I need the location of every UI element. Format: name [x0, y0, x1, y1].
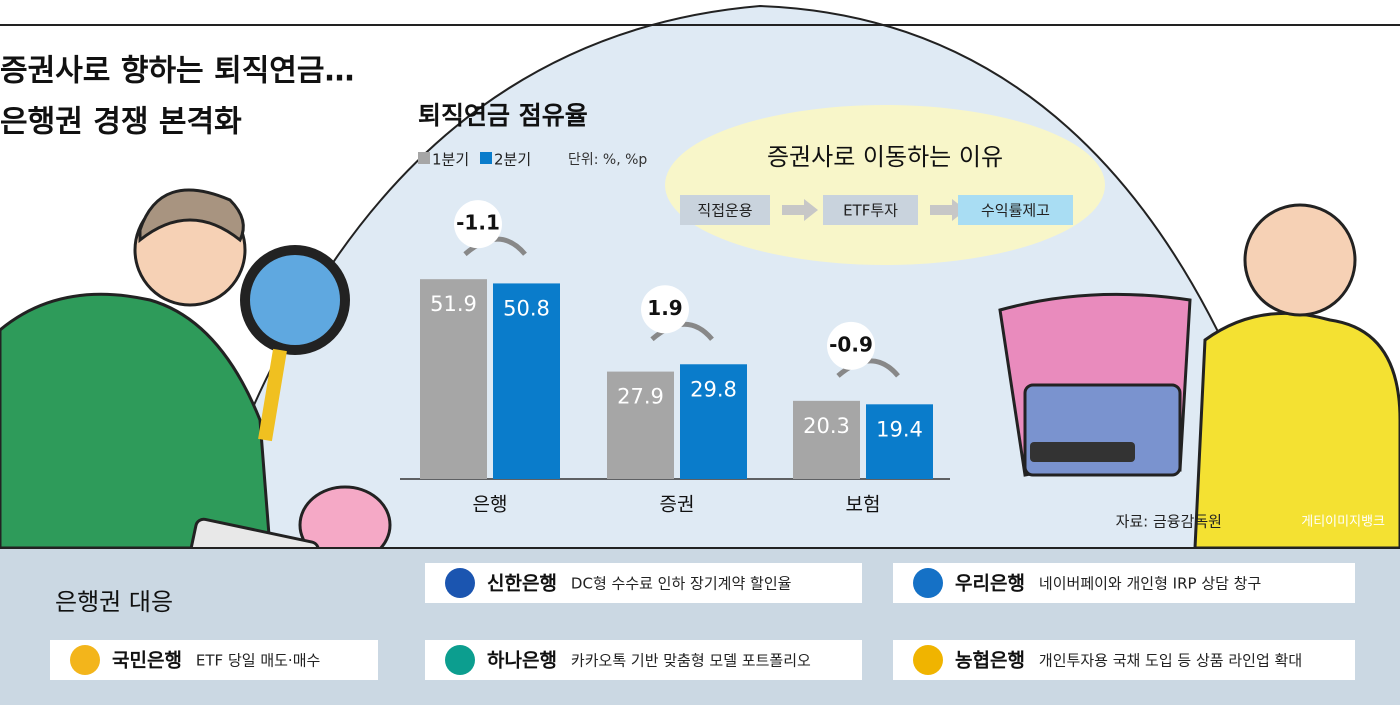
bank-name: 국민은행 — [112, 650, 182, 672]
bar — [493, 283, 560, 479]
book-label — [1030, 442, 1135, 462]
change-label: -0.9 — [829, 332, 873, 356]
change-badge — [641, 285, 689, 334]
chart-title: 퇴직연금 점유율 — [418, 101, 588, 130]
bar — [607, 371, 674, 479]
x-tick-label: 은행 — [473, 494, 508, 516]
bar — [420, 279, 487, 479]
legend-swatch — [480, 152, 492, 164]
magnifier — [240, 245, 350, 355]
title-line: 은행권 경쟁 본격화 — [0, 105, 242, 140]
bank-logo — [913, 645, 943, 675]
bank-logo — [913, 568, 943, 598]
change-arrow — [463, 236, 527, 257]
change-label: 1.9 — [647, 296, 682, 320]
bank-box — [50, 640, 378, 680]
reason-box — [680, 195, 770, 225]
credit: 게티이미지뱅크 — [1301, 515, 1385, 530]
reason-step: 수익률제고 — [981, 202, 1050, 220]
bank-name: 우리은행 — [955, 573, 1025, 595]
reason-box — [823, 195, 918, 225]
reason-box — [958, 195, 1073, 225]
reasons-title: 증권사로 이동하는 이유 — [767, 143, 1003, 171]
reason-step: 직접운용 — [697, 202, 752, 220]
bar — [793, 400, 860, 479]
response-title: 은행권 대응 — [55, 588, 173, 616]
bank-logo — [445, 568, 475, 598]
bank-box — [893, 563, 1355, 603]
magnifier-handle — [258, 348, 287, 442]
person-right — [1193, 311, 1400, 550]
bank-box — [425, 563, 862, 603]
change-label: -1.1 — [456, 211, 500, 235]
legend-label: 2분기 — [494, 151, 531, 169]
change-arrow — [836, 358, 900, 378]
bank-text: DC형 수수료 인하 장기계약 할인율 — [571, 575, 792, 593]
value-label: 51.9 — [430, 292, 477, 316]
source: 자료: 금융감독원 — [1116, 513, 1222, 531]
legend-label: 1분기 — [432, 151, 469, 169]
title-line: 증권사로 향하는 퇴직연금… — [0, 54, 355, 89]
x-tick-label: 증권 — [660, 494, 695, 516]
value-label: 20.3 — [803, 414, 850, 438]
bank-name: 신한은행 — [487, 573, 557, 595]
value-label: 29.8 — [690, 377, 737, 401]
value-label: 27.9 — [617, 385, 664, 409]
glow — [665, 105, 1105, 265]
person-right-head — [1243, 203, 1357, 317]
bar — [866, 404, 933, 479]
unit-label: 단위: %, %p — [568, 152, 647, 168]
bank-name: 농협은행 — [955, 650, 1025, 672]
reason-arrow — [930, 199, 966, 221]
person-left — [0, 292, 272, 550]
change-badge — [827, 321, 875, 370]
change-arrow — [650, 321, 714, 342]
reason-arrow — [782, 199, 818, 221]
person-left-hair — [138, 188, 245, 244]
bank-text: 카카오톡 기반 맞춤형 모델 포트폴리오 — [571, 652, 811, 670]
bank-name: 하나은행 — [487, 650, 557, 672]
x-tick-label: 보험 — [846, 494, 881, 516]
bank-text: 개인투자용 국채 도입 등 상품 라인업 확대 — [1039, 652, 1302, 670]
bank-box — [425, 640, 862, 680]
change-badge — [454, 200, 502, 249]
value-label: 50.8 — [503, 296, 550, 320]
bank-logo — [445, 645, 475, 675]
reason-step: ETF투자 — [843, 202, 898, 220]
bank-logo — [70, 645, 100, 675]
legend-swatch — [418, 152, 430, 164]
value-label: 19.4 — [876, 417, 923, 441]
bank-box — [893, 640, 1355, 680]
bar — [680, 364, 747, 479]
bank-text: ETF 당일 매도·매수 — [196, 652, 320, 670]
bank-text: 네이버페이와 개인형 IRP 상담 창구 — [1039, 575, 1261, 593]
